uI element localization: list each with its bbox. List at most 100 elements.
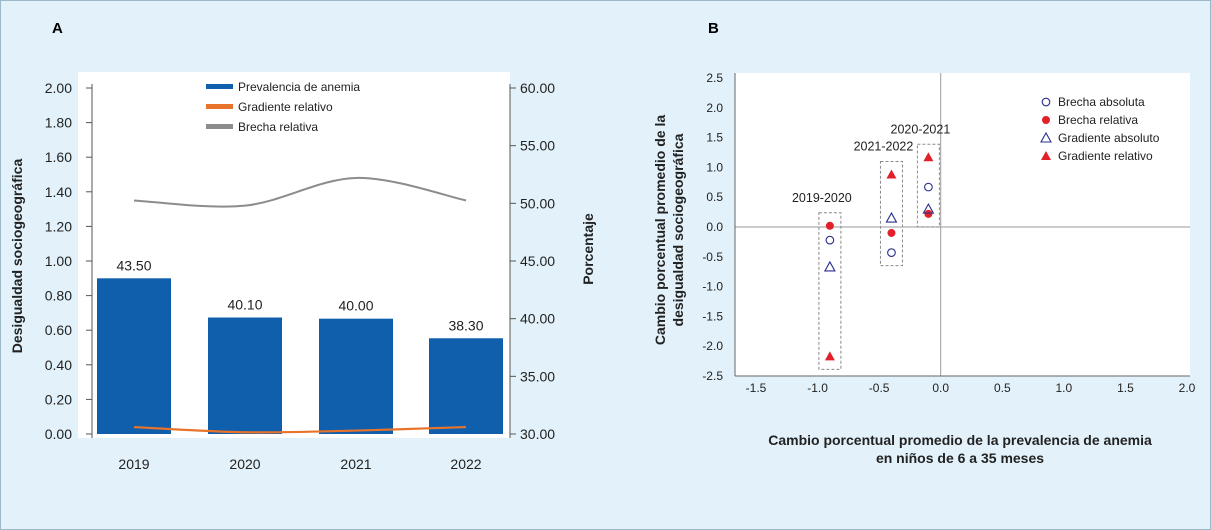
x-tick-label-2022: 2022	[450, 456, 481, 472]
y-tick-label: 2.5	[706, 71, 723, 85]
zero-reference-lines	[735, 73, 1190, 376]
point-filled-circle	[825, 221, 834, 230]
period-box-2019-2020	[818, 212, 842, 370]
legend-label: Gradiente absoluto	[1058, 131, 1160, 145]
right-tick-label: 50.00	[520, 195, 555, 211]
period-label: 2019-2020	[792, 191, 852, 205]
x-axis-title-line2: en niños de 6 a 35 meses	[876, 450, 1044, 466]
x-axis-ticks: 2019 2020 2021 2022	[118, 456, 481, 472]
left-axis: 0.00 0.20 0.40 0.60 0.80 1.00 1.20 1.40 1.60 1.80…	[45, 80, 93, 442]
point-filled-triangle	[824, 351, 835, 361]
left-tick-label: 1.40	[45, 184, 72, 200]
x-tick-label: 1.5	[1117, 381, 1134, 395]
point-filled-circle	[924, 209, 933, 218]
x-tick-label-2021: 2021	[340, 456, 371, 472]
y-tick-label: 1.0	[706, 160, 723, 174]
legend-label: Prevalencia de anemia	[238, 80, 360, 94]
x-tick-label: -0.5	[869, 381, 890, 395]
y-axis: 2.5 2.0 1.5 1.0 0.5 0.0 -0.5 -1.0 -1.5 -2.0 -2.5	[702, 71, 736, 383]
bar-2019	[97, 278, 171, 434]
bar-value-label: 40.10	[227, 297, 262, 313]
y-tick-label: -0.5	[702, 250, 723, 264]
y-tick-label: 1.5	[706, 131, 723, 145]
y-axis-title-line1: Cambio porcentual promedio de la	[652, 115, 668, 345]
y-tick-label: 2.0	[706, 101, 723, 115]
point-open-triangle	[885, 211, 898, 223]
period-label: 2021-2022	[854, 140, 914, 154]
y-tick-label: -1.0	[702, 280, 723, 294]
right-tick-label: 55.00	[520, 138, 555, 154]
point-filled-triangle	[923, 152, 934, 162]
bar-value-label: 38.30	[448, 317, 483, 333]
point-filled-triangle	[886, 169, 897, 179]
legend-marker	[1040, 131, 1052, 143]
legend-swatch	[206, 124, 233, 129]
left-tick-label: 0.60	[45, 322, 72, 338]
chart-b: -1.5 -1.0 -0.5 0.0 0.5 1.0 1.5 2.0 2.5 2.0 1.5 1.0…	[652, 71, 1196, 466]
bar-2020	[208, 317, 282, 434]
period-label: 2020-2021	[891, 122, 951, 136]
legend-label: Brecha relativa	[1058, 113, 1138, 127]
period-box-2021-2022	[879, 161, 903, 267]
panel-a-label: A	[52, 20, 63, 37]
legend-swatch	[206, 84, 233, 89]
right-tick-label: 60.00	[520, 80, 555, 96]
y-tick-label: -2.5	[702, 369, 723, 383]
right-tick-label: 45.00	[520, 253, 555, 269]
legend-swatch	[206, 104, 233, 109]
lines	[133, 176, 467, 434]
legend-a: Prevalencia de anemia Gradiente relativo B…	[206, 80, 360, 134]
y-tick-label: -2.0	[702, 339, 723, 353]
point-open-triangle	[922, 202, 935, 214]
left-tick-label: 0.00	[45, 426, 72, 442]
x-tick-label-2020: 2020	[229, 456, 260, 472]
y-axis-title-line2: desigualdad sociogeográfica	[670, 133, 686, 326]
x-tick-label: 0.5	[994, 381, 1011, 395]
left-tick-label: 0.20	[45, 391, 72, 407]
y-tick-label: 0.5	[706, 190, 723, 204]
right-tick-label: 40.00	[520, 311, 555, 327]
left-tick-label: 0.80	[45, 288, 72, 304]
bar-2022	[429, 338, 503, 434]
right-tick-label: 30.00	[520, 426, 555, 442]
x-tick-label: -1.5	[746, 381, 767, 395]
x-tick-label: 0.0	[932, 381, 949, 395]
left-tick-label: 1.60	[45, 149, 72, 165]
left-tick-label: 1.00	[45, 253, 72, 269]
legend-marker	[1042, 116, 1050, 124]
x-tick-label: 1.0	[1056, 381, 1073, 395]
left-tick-label: 2.00	[45, 80, 72, 96]
point-open-circle	[887, 248, 896, 257]
right-tick-label: 35.00	[520, 368, 555, 384]
right-axis: 30.00 35.00 40.00 45.00 50.00 55.00 60.00	[509, 80, 555, 442]
point-open-circle	[825, 235, 835, 245]
chart-b-plot-area	[735, 73, 1190, 376]
legend-label: Brecha relativa	[238, 120, 318, 134]
left-axis-title: Desigualdad sociogeográfica	[9, 159, 25, 354]
x-tick-label: 2.0	[1179, 381, 1196, 395]
brecha-relativa-line	[133, 176, 467, 208]
legend-marker	[1041, 97, 1051, 107]
y-tick-label: -1.5	[702, 309, 723, 323]
point-open-circle	[924, 182, 933, 192]
period-groups: 2019-2020 2021-2022 2020-2021	[792, 122, 951, 370]
left-tick-label: 1.80	[45, 115, 72, 131]
legend-label: Brecha absoluta	[1058, 95, 1145, 109]
left-tick-label: 1.20	[45, 218, 72, 234]
data-points	[823, 152, 935, 361]
bar-value-label: 43.50	[116, 257, 151, 273]
y-tick-label: 0.0	[706, 220, 723, 234]
bar-value-label: 40.00	[338, 298, 373, 314]
x-axis: -1.5 -1.0 -0.5 0.0 0.5 1.0 1.5 2.0	[735, 375, 1196, 395]
period-box-2020-2021	[916, 143, 940, 228]
bars: 43.50 40.10 40.00 38.30	[97, 257, 503, 434]
bar-2021	[319, 318, 393, 434]
legend-label: Gradiente relativo	[1058, 149, 1153, 163]
chart-a: 0.00 0.20 0.40 0.60 0.80 1.00 1.20 1.40 1.60 1.80…	[9, 72, 596, 472]
x-tick-label: -1.0	[807, 381, 828, 395]
point-open-triangle	[823, 260, 836, 272]
gradiente-relativo-line	[133, 425, 467, 434]
x-tick-label-2019: 2019	[118, 456, 149, 472]
right-axis-title: Porcentaje	[580, 213, 596, 285]
